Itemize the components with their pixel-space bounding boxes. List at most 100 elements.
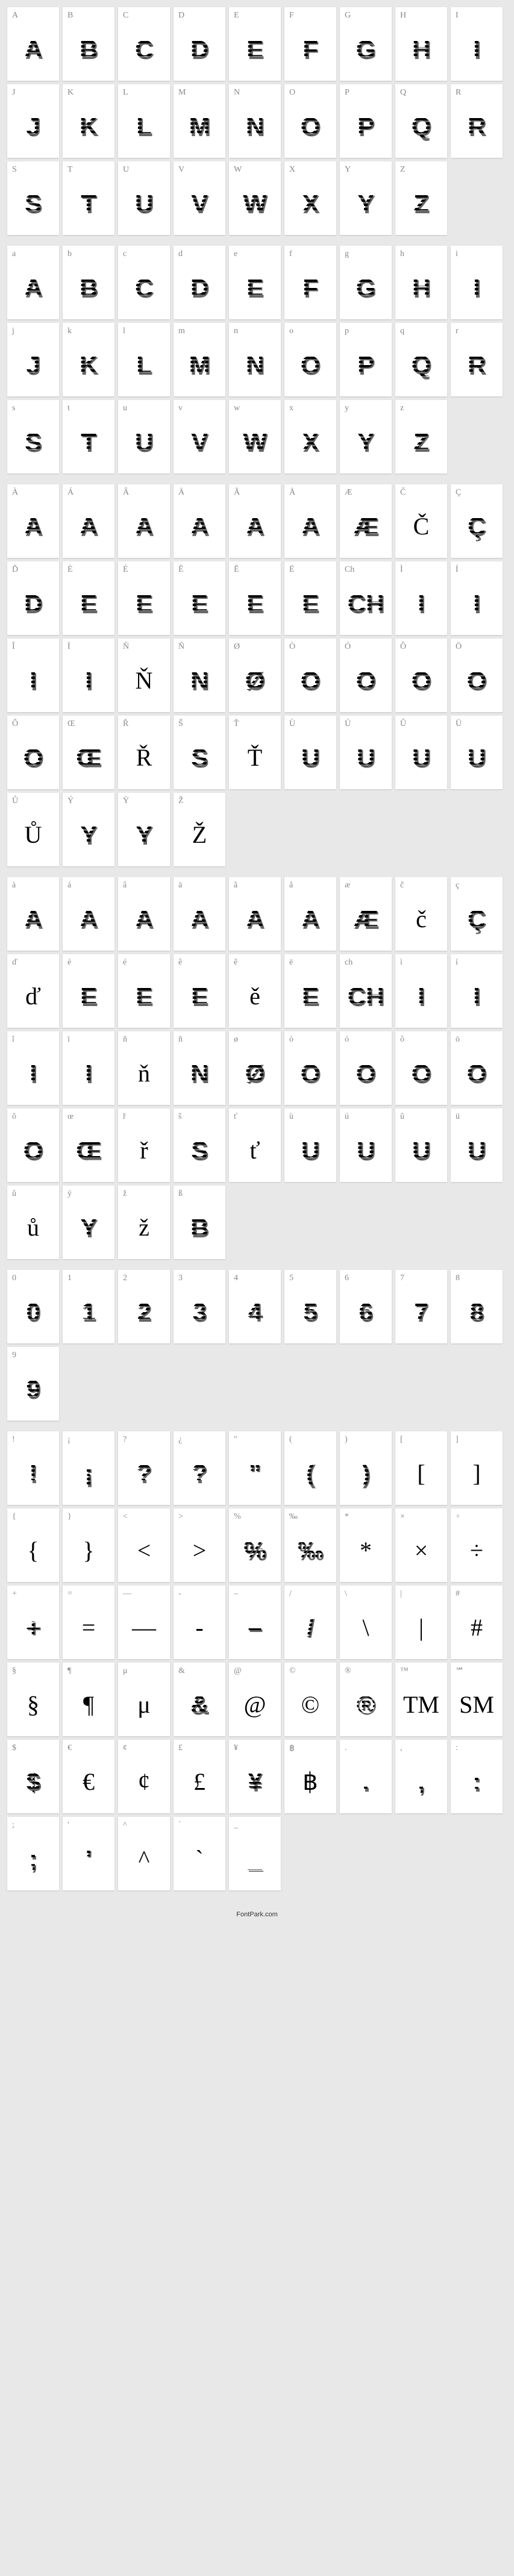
glyph-display: S: [174, 733, 225, 789]
glyph-display: U: [395, 1125, 447, 1182]
glyph-display: €: [63, 1757, 114, 1813]
glyph-cell: 99: [7, 1347, 59, 1421]
glyph-display: E: [118, 971, 170, 1028]
glyph-label: ñ: [174, 1031, 225, 1048]
glyph-cell: FF: [284, 7, 336, 81]
glyph-display: Q: [395, 340, 447, 396]
glyph-display: &: [174, 1680, 225, 1736]
glyph-display: [: [395, 1448, 447, 1505]
glyph-cell: ØØ: [229, 639, 281, 712]
glyph-label: 2: [118, 1270, 170, 1287]
glyph-display: O: [340, 655, 392, 712]
section-symbols: !!¡¡??¿?""(())[[]]{{}}<<>>%%‰‰**××÷÷++==…: [7, 1431, 507, 1890]
glyph-cell: BB: [63, 7, 114, 81]
glyph-display: H: [395, 263, 447, 319]
glyph-display: U: [340, 1125, 392, 1182]
glyph-cell: ®®: [340, 1663, 392, 1736]
glyph-display: A: [229, 894, 281, 951]
glyph-cell: ťť: [229, 1108, 281, 1182]
glyph-cell: &&: [174, 1663, 225, 1736]
glyph-display: U: [118, 178, 170, 235]
glyph-cell: ãA: [229, 877, 281, 951]
glyph-display: N: [174, 655, 225, 712]
glyph-cell: ßB: [174, 1186, 225, 1259]
glyph-label: ú: [340, 1108, 392, 1125]
glyph-label: Ü: [451, 716, 503, 733]
glyph-label: ď: [7, 954, 59, 971]
glyph-display: }: [63, 1525, 114, 1582]
glyph-cell: RR: [451, 84, 503, 158]
glyph-label: #: [451, 1586, 503, 1602]
glyph-display: I: [395, 971, 447, 1028]
glyph-display: C: [118, 263, 170, 319]
glyph-cell: ňň: [118, 1031, 170, 1105]
glyph-display: A: [7, 501, 59, 558]
glyph-display: ď: [7, 971, 59, 1028]
glyph-display: Č: [395, 501, 447, 558]
glyph-cell: šS: [174, 1108, 225, 1182]
section-uppercase: AABBCCDDEEFFGGHHIIJJKKLLMMNNOOPPQQRRSSTT…: [7, 7, 507, 235]
glyph-label: U: [118, 161, 170, 178]
glyph-label: ť: [229, 1108, 281, 1125]
glyph-cell: ÒO: [284, 639, 336, 712]
glyph-display: M: [174, 340, 225, 396]
glyph-display: E: [118, 578, 170, 635]
glyph-display: Ť: [229, 733, 281, 789]
glyph-cell: --: [174, 1586, 225, 1659]
glyph-label: :: [451, 1740, 503, 1757]
glyph-cell: ..: [340, 1740, 392, 1813]
glyph-label: û: [395, 1108, 447, 1125]
glyph-label: Œ: [63, 716, 114, 733]
glyph-display: ¢: [118, 1757, 170, 1813]
glyph-label: a: [7, 246, 59, 263]
glyph-label: ©: [284, 1663, 336, 1680]
glyph-cell: gG: [340, 246, 392, 319]
glyph-label: l: [118, 323, 170, 340]
glyph-display: P: [340, 340, 392, 396]
glyph-label: ý: [63, 1186, 114, 1202]
glyph-display: `: [174, 1834, 225, 1890]
glyph-display: U: [451, 1125, 503, 1182]
glyph-display: E: [284, 971, 336, 1028]
glyph-cell: UU: [118, 161, 170, 235]
glyph-cell: 22: [118, 1270, 170, 1343]
glyph-cell: ––: [229, 1586, 281, 1659]
glyph-label: Ž: [174, 793, 225, 810]
glyph-label: Š: [174, 716, 225, 733]
glyph-cell: œŒ: [63, 1108, 114, 1182]
glyph-label: à: [7, 877, 59, 894]
glyph-label: g: [340, 246, 392, 263]
glyph-display: 3: [174, 1287, 225, 1343]
glyph-cell: ——: [118, 1586, 170, 1659]
glyph-cell: TT: [63, 161, 114, 235]
section-accented-lower: àAáAâAäAãAåAæÆččçÇďďèEéEêEěěëEchCHìIíIîI…: [7, 877, 507, 1259]
glyph-cell: ÛU: [395, 716, 447, 789]
glyph-label: ℠: [451, 1663, 503, 1680]
glyph-label: ï: [63, 1031, 114, 1048]
glyph-display: ,: [395, 1757, 447, 1813]
glyph-display: I: [451, 971, 503, 1028]
glyph-cell: ##: [451, 1586, 503, 1659]
glyph-display: A: [63, 894, 114, 951]
glyph-label: Î: [7, 639, 59, 655]
glyph-display: ů: [7, 1202, 59, 1259]
glyph-cell: AA: [7, 7, 59, 81]
glyph-display: :: [451, 1757, 503, 1813]
glyph-cell: úU: [340, 1108, 392, 1182]
glyph-cell: õO: [7, 1108, 59, 1182]
glyph-cell: ÌI: [395, 561, 447, 635]
glyph-label: F: [284, 7, 336, 24]
glyph-cell: řř: [118, 1108, 170, 1182]
glyph-label: ž: [118, 1186, 170, 1202]
glyph-label: Ó: [340, 639, 392, 655]
glyph-cell: lL: [118, 323, 170, 396]
glyph-display: £: [174, 1757, 225, 1813]
glyph-display: ÷: [451, 1525, 503, 1582]
glyph-display: @: [229, 1680, 281, 1736]
glyph-display: E: [63, 971, 114, 1028]
glyph-cell: oO: [284, 323, 336, 396]
glyph-display: A: [7, 894, 59, 951]
glyph-label: ‰: [284, 1508, 336, 1525]
glyph-display: S: [7, 178, 59, 235]
glyph-label: w: [229, 400, 281, 417]
